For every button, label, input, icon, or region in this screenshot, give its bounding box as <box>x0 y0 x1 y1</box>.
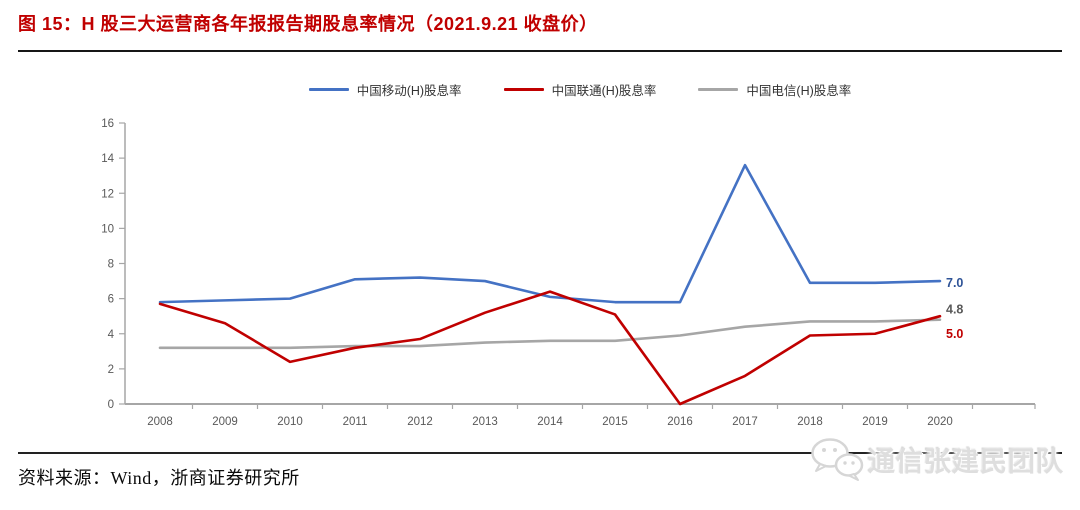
x-tick-label: 2009 <box>212 416 238 428</box>
end-data-label-2: 4.8 <box>946 303 963 317</box>
x-tick-label: 2012 <box>407 416 433 428</box>
x-tick-label: 2008 <box>147 416 173 428</box>
y-tick-label: 4 <box>108 329 115 341</box>
title-divider-line <box>18 50 1062 52</box>
end-data-label-1: 5.0 <box>946 327 963 341</box>
y-tick-label: 10 <box>101 223 114 235</box>
y-tick-label: 2 <box>108 364 114 376</box>
legend-line-swatch-red <box>503 88 544 91</box>
wechat-icon <box>811 438 864 481</box>
end-data-label-0: 7.0 <box>946 276 963 290</box>
series-line-1 <box>158 290 942 406</box>
team-watermark: 通信张建民团队 <box>808 436 1064 482</box>
y-tick-label: 0 <box>108 399 114 411</box>
x-tick-label: 2015 <box>602 416 628 428</box>
x-tick-label: 2017 <box>732 416 758 428</box>
series-line-0 <box>158 163 942 304</box>
dividend-yield-line-chart: 0 2 4 6 8 10 12 14 16 2008 2009 2010 2011 2012 2013 201… <box>101 118 1036 428</box>
footer-divider-line <box>18 452 1062 454</box>
x-tick-label: 2019 <box>862 416 888 428</box>
legend-item-china-unicom: 中国联通(H)股息率 <box>503 80 657 99</box>
series-line-2 <box>158 318 942 350</box>
chart-legend: 中国移动(H)股息率 中国联通(H)股息率 中国电信(H)股息率 <box>125 80 1035 99</box>
x-tick-label: 2014 <box>537 416 563 428</box>
y-tick-label: 12 <box>101 188 114 200</box>
legend-label: 中国移动(H)股息率 <box>356 84 462 98</box>
data-source-text: 资料来源：Wind，浙商证券研究所 <box>18 468 300 488</box>
legend-item-china-mobile: 中国移动(H)股息率 <box>308 80 462 99</box>
watermark-text: 通信张建民团队 <box>868 446 1064 477</box>
legend-item-china-telecom: 中国电信(H)股息率 <box>698 80 851 99</box>
x-tick-label: 2016 <box>667 416 693 428</box>
y-tick-label: 14 <box>101 153 114 165</box>
y-tick-label: 8 <box>108 259 114 271</box>
x-tick-label: 2013 <box>472 416 498 428</box>
x-tick-label: 2011 <box>343 416 368 428</box>
legend-label: 中国电信(H)股息率 <box>746 84 852 98</box>
figure-title: 图 15：H 股三大运营商各年报报告期股息率情况（2021.9.21 收盘价） <box>18 14 598 34</box>
x-tick-label: 2018 <box>797 416 823 428</box>
legend-label: 中国联通(H)股息率 <box>551 84 657 98</box>
legend-line-swatch-blue <box>308 88 349 91</box>
y-tick-label: 6 <box>108 294 114 306</box>
x-tick-label: 2020 <box>927 416 953 428</box>
legend-line-swatch-gray <box>698 88 739 91</box>
x-tick-label: 2010 <box>277 416 303 428</box>
y-tick-label: 16 <box>101 118 114 130</box>
